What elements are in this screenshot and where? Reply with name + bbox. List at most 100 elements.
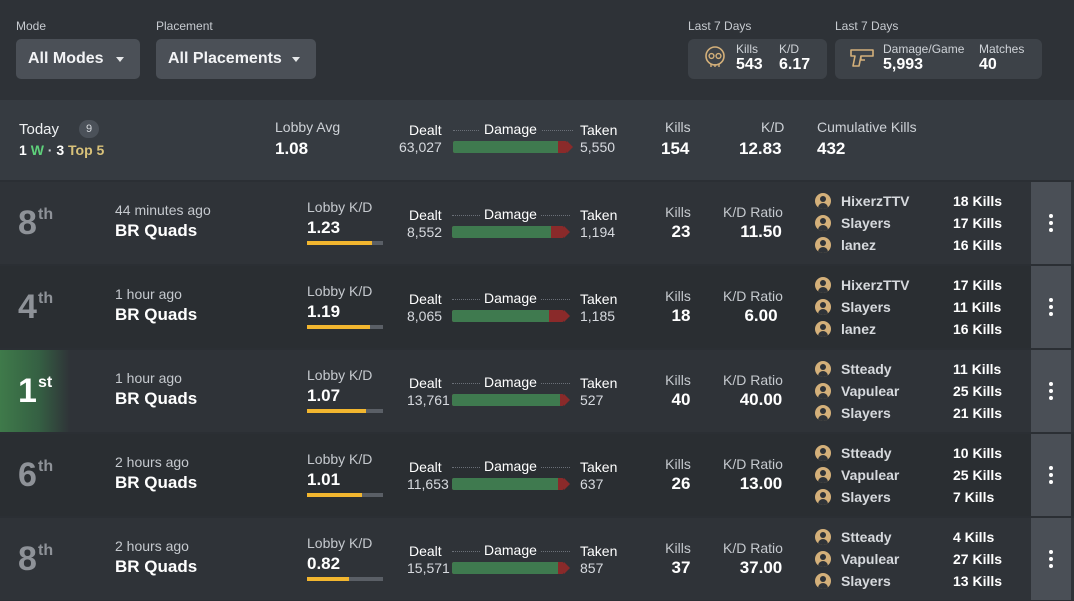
dealt-value: 8,552 [407,224,443,240]
lobby-kd-value: 1.07 [307,386,341,405]
placement-suffix: th [38,458,54,475]
teammate-kills: 25 Kills [953,383,1003,399]
today-summary: Today 9 1 W · 3 Top 5 Lobby Avg 1.08 Dea… [0,100,1074,180]
teammate-name: lanez [841,237,877,253]
lobby-kd-bar [307,493,383,497]
today-top5-count: 3 [56,142,65,158]
teammate-name: Stteady [841,445,892,461]
more-dot [1049,396,1053,400]
dealt-value: 8,065 [407,308,443,324]
taken-label: Taken [580,291,618,307]
teammate-row[interactable]: lanez 16 Kills [815,320,1005,338]
pistol-icon [849,47,875,74]
kd-ratio-label: K/D Ratio [723,204,783,220]
teammate-name: Vapulear [841,551,900,567]
teammate-row[interactable]: HixerzTTV 17 Kills [815,276,1005,294]
kills-value: 26 [671,474,691,493]
user-avatar-icon [815,445,831,461]
today-kills-label: Kills [665,119,691,135]
teammate-row[interactable]: Vapulear 27 Kills [815,550,1005,568]
dealt-label: Dealt [409,207,442,223]
teammate-name: Vapulear [841,383,900,399]
today-match-count-badge: 9 [79,120,99,138]
placement-number: 6 [18,456,37,494]
mode-select[interactable]: All Modes [16,39,140,79]
damage-dealt-fill [452,394,560,406]
teammate-row[interactable]: Slayers 13 Kills [815,572,1005,590]
kd-ratio-value: 13.00 [739,474,783,493]
more-options-button[interactable] [1031,518,1071,600]
match-row[interactable]: 8 th 44 minutes ago BR Quads Lobby K/D 1… [0,182,1074,264]
teammate-kills: 27 Kills [953,551,1003,567]
teammate-name: Slayers [841,489,891,505]
last7-matches-value: 40 [979,56,997,73]
teammate-row[interactable]: HixerzTTV 18 Kills [815,192,1005,210]
teammate-row[interactable]: Slayers 11 Kills [815,298,1005,316]
teammate-row[interactable]: lanez 16 Kills [815,236,1005,254]
more-dot [1049,473,1053,477]
last7-kd-label: K/D [779,42,800,56]
last7-damage-period-label: Last 7 Days [835,19,899,33]
placement-cell: 4 th [0,266,70,348]
placement-cell: 6 th [0,434,70,516]
teammate-kills: 4 Kills [953,529,995,545]
teammate-row[interactable]: Slayers 7 Kills [815,488,1005,506]
placement-number: 8 [18,540,37,578]
user-avatar-icon [815,551,831,567]
teammate-kills: 11 Kills [953,361,1002,377]
last7-matches-label: Matches [979,42,1025,56]
more-dot [1049,214,1053,218]
lobby-kd-label: Lobby K/D [307,367,373,383]
teammate-row[interactable]: Vapulear 25 Kills [815,466,1005,484]
lobby-kd-bar-fill [307,493,363,497]
teammate-kills: 11 Kills [953,299,1002,315]
damage-bar [452,310,570,322]
teammate-row[interactable]: Stteady 10 Kills [815,444,1005,462]
mode-filter-label: Mode [16,19,47,33]
teammate-row[interactable]: Stteady 11 Kills [815,360,1005,378]
user-avatar-icon [815,321,831,337]
teammate-row[interactable]: Slayers 21 Kills [815,404,1005,422]
teammate-row[interactable]: Stteady 4 Kills [815,528,1005,546]
today-title: Today [19,121,60,138]
match-row[interactable]: 6 th 2 hours ago BR Quads Lobby K/D 1.01… [0,434,1074,516]
kd-ratio-value: 37.00 [739,558,783,577]
match-row[interactable]: 8 th 2 hours ago BR Quads Lobby K/D 0.82… [0,518,1074,600]
user-avatar-icon [815,467,831,483]
today-record: 1 W · 3 Top 5 [19,142,104,158]
kills-value: 18 [671,306,691,325]
more-options-button[interactable] [1031,434,1071,516]
today-wins-letter: W [30,142,44,158]
taken-value: 857 [580,560,604,576]
today-damage-label: Damage [480,121,541,137]
kills-label: Kills [665,204,691,220]
placement-suffix: th [38,542,54,559]
user-avatar-icon [815,299,831,315]
placement-number: 1 [18,372,37,410]
match-row[interactable]: 4 th 1 hour ago BR Quads Lobby K/D 1.19 … [0,266,1074,348]
dealt-label: Dealt [409,459,442,475]
kd-ratio-value: 11.50 [740,222,782,241]
lobby-kd-label: Lobby K/D [307,283,373,299]
kills-value: 23 [671,222,691,241]
match-row[interactable]: 1 st 1 hour ago BR Quads Lobby K/D 1.07 … [0,350,1074,432]
more-options-button[interactable] [1031,350,1071,432]
kills-label: Kills [665,372,691,388]
damage-dealt-fill [452,226,551,238]
more-dot [1049,480,1053,484]
damage-label: Damage [480,458,541,474]
match-mode: BR Quads [115,389,198,408]
more-options-button[interactable] [1031,182,1071,264]
lobby-kd-bar [307,409,383,413]
more-dot [1049,312,1053,316]
taken-value: 1,185 [580,308,616,324]
more-options-button[interactable] [1031,266,1071,348]
teammate-row[interactable]: Slayers 17 Kills [815,214,1005,232]
damage-label: Damage [480,206,541,222]
teammate-row[interactable]: Vapulear 25 Kills [815,382,1005,400]
dealt-label: Dealt [409,543,442,559]
more-dot [1049,228,1053,232]
today-wins-count: 1 [19,142,27,158]
placement-select[interactable]: All Placements [156,39,316,79]
teammate-kills: 10 Kills [953,445,1003,461]
